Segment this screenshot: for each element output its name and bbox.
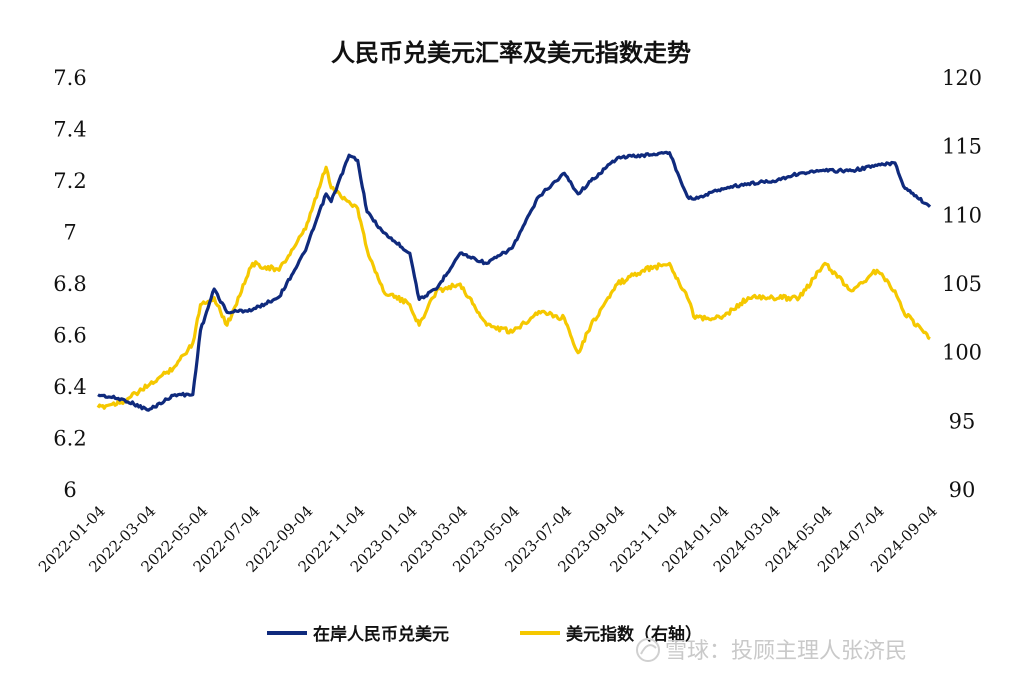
left-tick-label: 7 (63, 221, 76, 245)
right-tick-label: 120 (942, 66, 982, 90)
left-tick-label: 7.4 (53, 118, 86, 142)
chart-title: 人民币兑美元汇率及美元指数走势 (331, 39, 691, 67)
series-layer (96, 150, 932, 412)
snowball-logo-swirl (640, 644, 657, 655)
right-tick-label: 90 (949, 478, 976, 502)
left-axis: 7.6 7.4 7.2 7 6.8 6.6 6.4 6.2 6 (53, 66, 86, 502)
series-line-rmb (97, 150, 932, 412)
right-axis: 120 115 110 105 100 95 90 (942, 66, 982, 502)
snowball-logo-icon (636, 638, 660, 662)
left-tick-label: 6.8 (53, 272, 86, 296)
right-tick-label: 115 (942, 135, 982, 159)
left-tick-label: 6.2 (53, 427, 86, 451)
x-axis: 2022-01-042022-03-042022-05-042022-07-04… (35, 502, 941, 576)
right-tick-label: 105 (942, 272, 982, 296)
legend: 在岸人民币兑美元 美元指数（右轴） (267, 624, 702, 645)
right-tick-label: 95 (949, 409, 976, 433)
left-tick-label: 6.6 (53, 324, 86, 348)
left-tick-label: 7.2 (53, 169, 86, 193)
left-tick-label: 7.6 (53, 66, 86, 90)
right-tick-label: 110 (942, 203, 982, 227)
legend-label-rmb: 在岸人民币兑美元 (313, 624, 449, 645)
legend-label-dxy: 美元指数（右轴） (566, 624, 702, 645)
watermark: 雪球：投顾主理人张济民 (636, 638, 907, 664)
watermark-text: 雪球：投顾主理人张济民 (665, 639, 907, 664)
left-tick-label: 6.4 (53, 375, 86, 399)
series-line-dxy (96, 165, 931, 410)
right-tick-label: 100 (942, 341, 982, 365)
left-tick-label: 6 (63, 478, 76, 502)
